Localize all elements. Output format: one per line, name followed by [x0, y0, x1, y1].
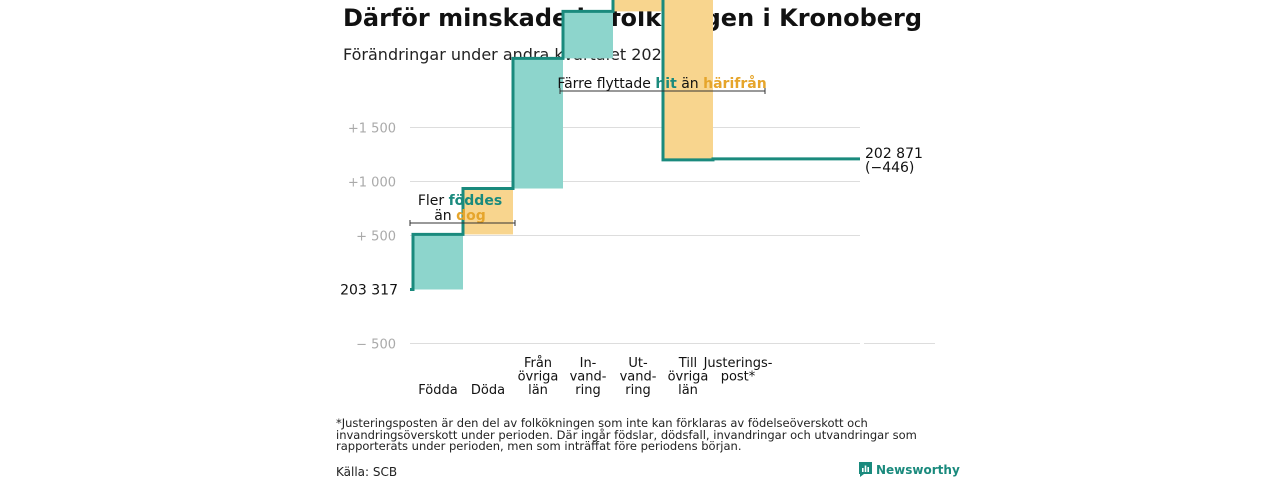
waterfall-bar	[613, 0, 663, 11]
brand-logo: Newsworthy	[859, 462, 960, 477]
x-category-label: Från övriga län	[518, 356, 559, 398]
waterfall-bar	[513, 58, 563, 188]
waterfall-bar	[413, 234, 463, 289]
newsworthy-logo-icon	[859, 462, 872, 477]
cumulative-step-line	[410, 0, 860, 289]
x-category-label: In-vand-ring	[570, 356, 607, 398]
start-value-label: 203 317	[340, 283, 398, 299]
source-label: Källa: SCB	[336, 465, 397, 479]
y-tick-label: +1 500	[348, 122, 396, 137]
x-category-label: Döda	[471, 383, 505, 398]
x-category-label: Ut-vand-ring	[620, 356, 657, 398]
annotation-text: än dog	[434, 208, 486, 224]
end-change-label: (−446)	[865, 160, 914, 176]
y-tick-label: +1 000	[348, 176, 396, 191]
annotation-text: Färre flyttade hit än härifrån	[557, 75, 766, 92]
y-tick-label: + 500	[356, 230, 396, 245]
y-tick-label: − 500	[356, 338, 396, 353]
x-category-label: Till övriga län	[668, 356, 709, 398]
brand-name: Newsworthy	[876, 463, 960, 477]
x-category-label: Justerings-post*	[703, 356, 773, 385]
annotation-text: Fler föddes	[418, 193, 502, 209]
footnote: *Justeringsposten är den del av folkökni…	[336, 418, 948, 453]
waterfall-bar	[563, 11, 613, 58]
x-category-label: Födda	[418, 383, 457, 398]
